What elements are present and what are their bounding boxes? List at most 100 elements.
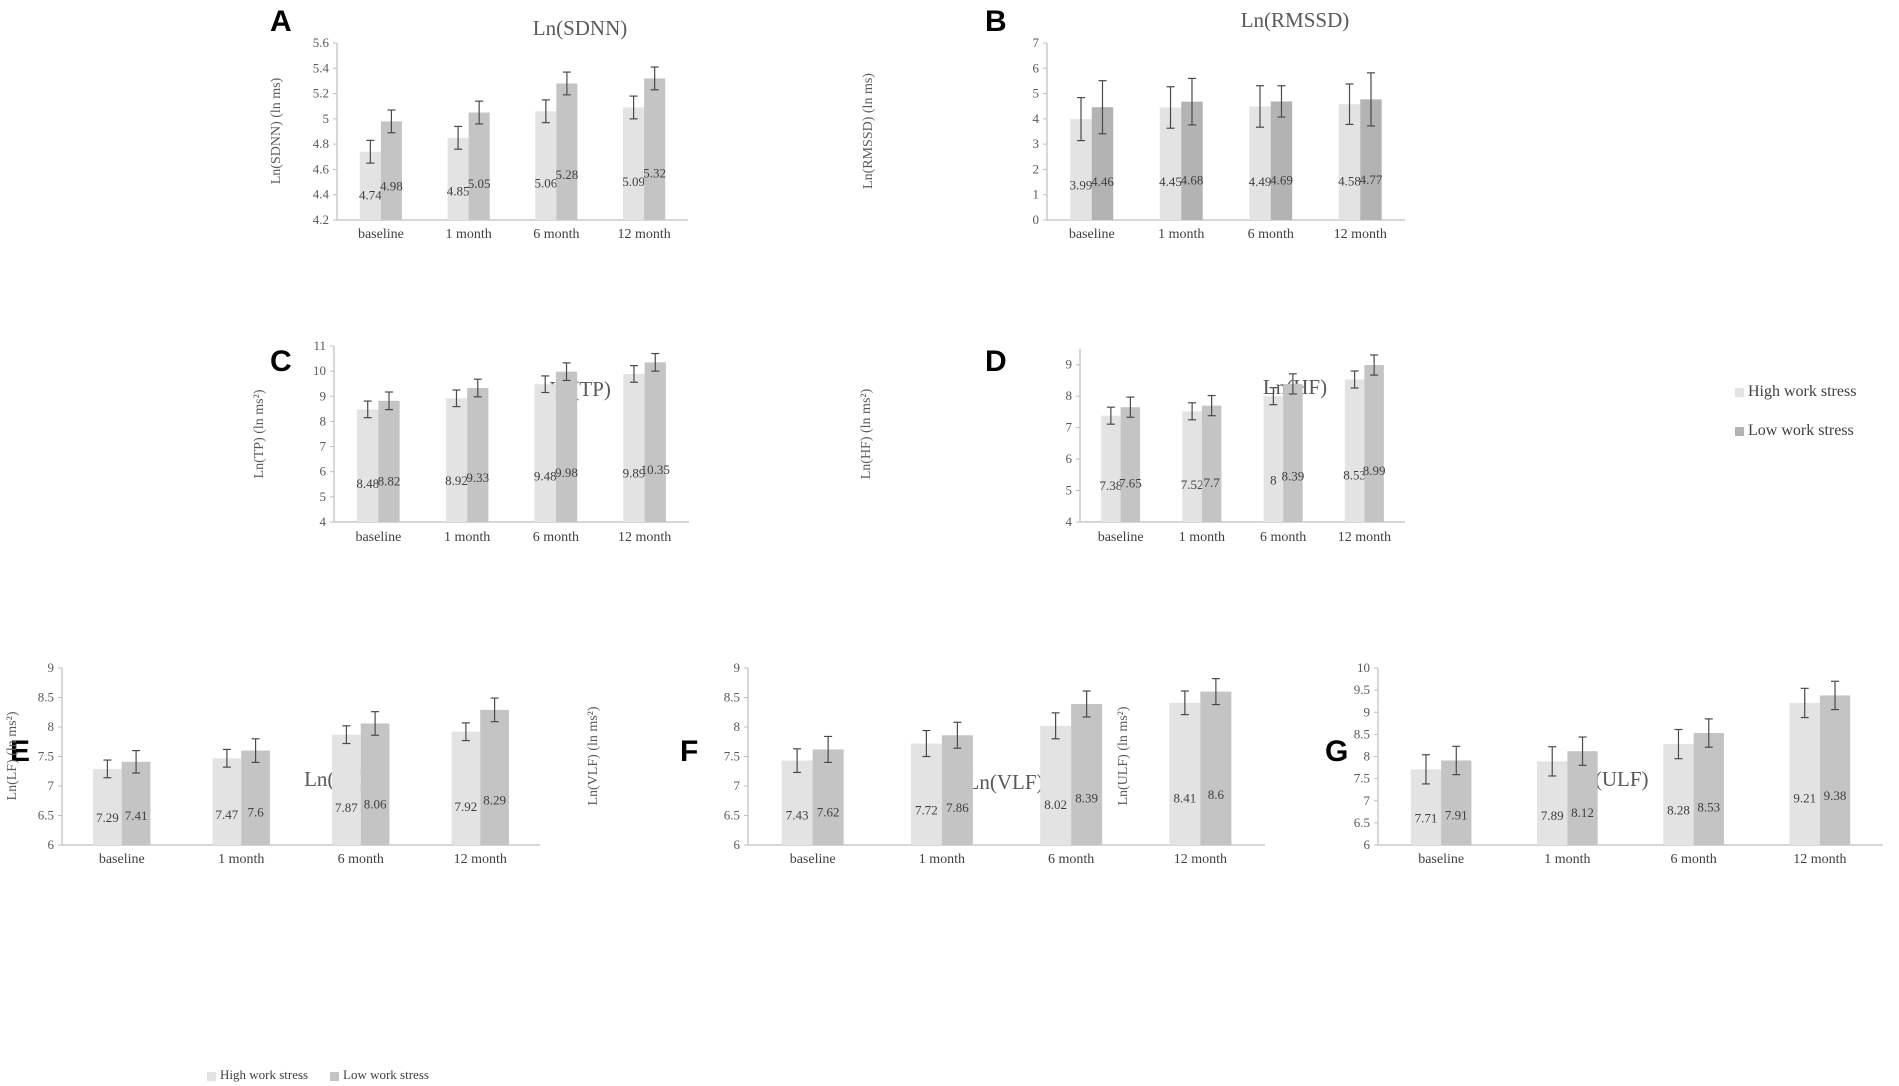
bar-high-work-stress bbox=[1789, 702, 1820, 845]
bar-low-work-stress bbox=[468, 112, 490, 220]
y-tick-label: 9 bbox=[48, 660, 55, 675]
data-label: 7.29 bbox=[96, 810, 119, 825]
chart-panel-a: A Ln(SDNN) 4.2 4.4 4.6 4.8 5 5.2 5.4 5.6 Ln(SDNN… bbox=[269, 0, 840, 300]
y-tick-label: 1 bbox=[1033, 187, 1040, 202]
x-tick-label: 12 month bbox=[454, 852, 507, 867]
y-tick-label: 6 bbox=[1066, 451, 1073, 466]
data-label: 8.02 bbox=[1044, 797, 1067, 812]
y-tick-label: 10 bbox=[313, 363, 326, 378]
panel-label: B bbox=[985, 5, 1007, 38]
data-label: 9.21 bbox=[1793, 790, 1816, 805]
y-tick-label: 5 bbox=[323, 111, 330, 126]
data-label: 4.98 bbox=[380, 178, 403, 193]
data-label: 8.06 bbox=[364, 797, 387, 812]
data-label: 5.32 bbox=[643, 166, 666, 181]
bar-low-work-stress bbox=[1201, 405, 1222, 522]
y-tick-label: 6.5 bbox=[724, 808, 740, 823]
x-tick-label: baseline bbox=[99, 852, 145, 867]
y-tick-label: 5 bbox=[1066, 483, 1073, 498]
y-axis-label: Ln(RMSSD) (ln ms) bbox=[861, 73, 876, 189]
legend-label-high: High work stress bbox=[1748, 383, 1857, 400]
data-label: 7.52 bbox=[1181, 477, 1204, 492]
chart-svg: 4 5 6 7 8 9 10 11 Ln(TP) (ln ms²) baseline 8.488.8… bbox=[252, 338, 689, 545]
bar-low-work-stress bbox=[1693, 733, 1724, 845]
legend-swatch-low bbox=[1735, 426, 1744, 436]
y-tick-label: 8.5 bbox=[38, 690, 54, 705]
data-label: 8.92 bbox=[445, 473, 468, 488]
data-label: 7.43 bbox=[786, 808, 809, 823]
data-label: 9.89 bbox=[623, 466, 646, 481]
y-tick-label: 7 bbox=[48, 778, 55, 793]
x-tick-label: 6 month bbox=[533, 530, 579, 545]
bar-low-work-stress bbox=[1181, 101, 1203, 220]
data-label: 8.28 bbox=[1667, 803, 1690, 818]
bar-low-work-stress bbox=[1819, 695, 1851, 845]
bar-high-work-stress bbox=[534, 384, 556, 522]
bar-high-work-stress bbox=[212, 758, 242, 845]
data-label: 8.53 bbox=[1697, 799, 1720, 814]
x-tick-label: 6 month bbox=[533, 227, 579, 242]
legend-item-high-bottom: High work stress bbox=[207, 1067, 308, 1083]
data-label: 4.69 bbox=[1270, 172, 1293, 187]
data-label: 8.99 bbox=[1363, 463, 1386, 478]
panel-label: C bbox=[270, 345, 292, 378]
bar-high-work-stress bbox=[359, 151, 381, 220]
data-label: 3.99 bbox=[1070, 178, 1093, 193]
x-tick-label: 12 month bbox=[1338, 530, 1391, 545]
x-tick-label: baseline bbox=[1069, 227, 1115, 242]
y-tick-label: 3 bbox=[1033, 136, 1040, 151]
x-tick-label: 1 month bbox=[1158, 227, 1204, 242]
y-tick-label: 8 bbox=[320, 413, 327, 428]
y-tick-label: 4.6 bbox=[313, 161, 330, 176]
y-tick-label: 7 bbox=[1033, 35, 1040, 50]
y-axis-label: Ln(SDNN) (ln ms) bbox=[269, 77, 284, 184]
bar-high-work-stress bbox=[781, 760, 813, 845]
y-tick-label: 8 bbox=[734, 719, 741, 734]
legend-label-low: Low work stress bbox=[1748, 422, 1854, 439]
y-tick-label: 6 bbox=[320, 464, 327, 479]
data-label: 5.05 bbox=[468, 176, 491, 191]
x-tick-label: 1 month bbox=[919, 852, 965, 867]
panel-label: G bbox=[1325, 735, 1349, 768]
bar-low-work-stress bbox=[1120, 407, 1141, 522]
panel-label: D bbox=[985, 345, 1007, 378]
data-label: 4.45 bbox=[1159, 174, 1182, 189]
data-label: 8.82 bbox=[378, 474, 401, 489]
bar-low-work-stress bbox=[644, 362, 666, 522]
y-tick-label: 9 bbox=[320, 388, 327, 403]
y-tick-label: 8 bbox=[48, 719, 55, 734]
y-tick-label: 8.5 bbox=[724, 690, 740, 705]
bar-low-work-stress bbox=[480, 709, 509, 845]
y-tick-label: 10 bbox=[1357, 660, 1370, 675]
chart-svg: 6 6.5 7 7.5 8 8.5 9 9.5 10 Ln(ULF) (ln ms²) baseli… bbox=[1116, 660, 1883, 867]
data-label: 8 bbox=[1270, 472, 1277, 487]
data-label: 9.98 bbox=[555, 465, 578, 480]
bar-high-work-stress bbox=[1663, 744, 1694, 845]
data-label: 7.6 bbox=[247, 805, 264, 820]
y-tick-label: 4.4 bbox=[313, 187, 330, 202]
y-tick-label: 11 bbox=[313, 338, 326, 353]
x-tick-label: 1 month bbox=[444, 530, 490, 545]
y-tick-label: 4.8 bbox=[313, 136, 329, 151]
y-tick-label: 9.5 bbox=[1354, 682, 1370, 697]
bar-high-work-stress bbox=[623, 107, 645, 220]
y-tick-label: 0 bbox=[1033, 212, 1040, 227]
x-tick-label: 12 month bbox=[1174, 852, 1227, 867]
y-tick-label: 7.5 bbox=[724, 749, 740, 764]
y-tick-label: 5.2 bbox=[313, 86, 329, 101]
data-label: 7.87 bbox=[335, 800, 358, 815]
bar-high-work-stress bbox=[1169, 702, 1201, 845]
chart-panel-b: B Ln(RMSSD) 0 1 2 3 4 5 6 7 Ln(RMSSD) (ln ms) bas… bbox=[861, 0, 1555, 300]
x-tick-label: 12 month bbox=[1793, 852, 1846, 867]
legend-item-high: High work stress bbox=[1735, 383, 1856, 401]
chart-title: Ln(SDNN) bbox=[532, 16, 628, 40]
chart-panel-f: F Ln(VLF) 6 6.5 7 7.5 8 8.5 9 Ln(VLF) (ln ms²) b… bbox=[586, 660, 1330, 1080]
data-label: 8.39 bbox=[1282, 469, 1305, 484]
bar-low-work-stress bbox=[1091, 107, 1114, 220]
data-label: 5.06 bbox=[534, 175, 557, 190]
data-label: 7.72 bbox=[915, 803, 938, 818]
data-label: 7.47 bbox=[216, 807, 239, 822]
legend-item-low: Low work stress bbox=[1735, 422, 1854, 440]
